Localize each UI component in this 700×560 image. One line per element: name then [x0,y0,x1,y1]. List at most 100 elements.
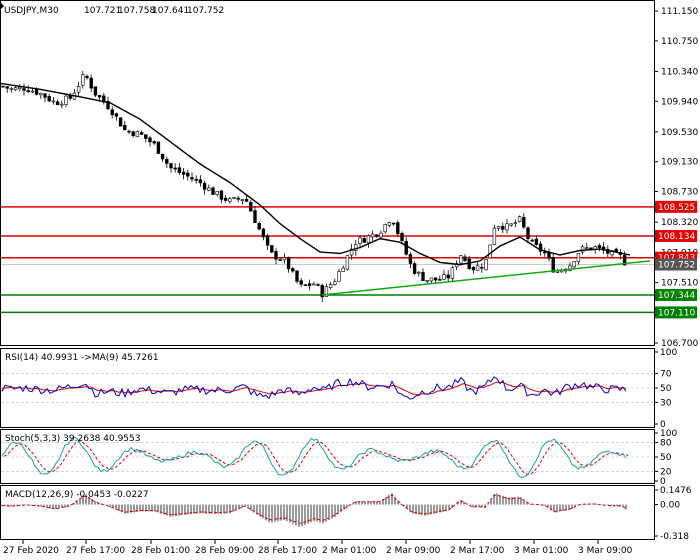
candle [173,167,177,170]
header-arrow-icon [0,2,4,10]
candle [379,232,383,238]
candle [51,100,56,103]
header-close: 107.752 [187,6,224,16]
candle [144,134,148,139]
candle [278,259,282,261]
candle [190,177,194,180]
candle [572,261,576,268]
candle [1,85,5,88]
time-axis: 27 Feb 2020 27 Feb 17:00 28 Feb 01:00 28 Fe… [3,540,633,556]
candle [505,223,509,231]
level-tag [655,230,697,243]
price-tick-label: 110.340 [661,67,698,77]
candle [471,266,476,271]
macd-frame [0,485,655,540]
indicator-tick-label: 80 [660,439,672,449]
candle [47,95,51,102]
candle [396,222,400,235]
header-low: 107.641 [152,6,189,16]
rsi-line [1,376,627,400]
candle [202,182,207,190]
stoch-label: Stoch(5,3,3) 39.2638 40.9553 [5,434,140,444]
candle [496,226,501,229]
candle [186,172,190,177]
candle [261,228,266,238]
candle [383,224,387,233]
indicator-tick-label: 50 [660,453,672,463]
candle [215,191,219,195]
candle [446,274,450,279]
candle [43,93,47,98]
candle [375,234,379,237]
candle [85,75,89,79]
level-tag [655,288,697,301]
stoch-main-line [1,436,627,479]
price-tick-label: 109.130 [661,158,698,168]
candle [156,141,161,154]
candle [114,113,119,117]
candle [5,86,9,89]
candle [55,101,60,106]
candle [286,256,291,270]
candle [169,163,173,169]
candle [337,271,341,282]
candle [39,92,43,96]
time-tick-label: 27 Feb 17:00 [66,546,125,556]
candle [160,153,165,160]
candle [517,216,522,222]
candle [345,255,350,270]
moving-average-line [0,82,631,266]
stoch-signal-line [3,440,629,476]
price-tick-label: 106.700 [661,339,698,349]
candles [1,70,627,302]
header-high: 107.758 [118,6,155,16]
level-value: 107.344 [658,291,695,301]
candle [236,197,240,200]
level-value: 108.525 [658,203,695,213]
candle [64,95,68,105]
candle [412,263,417,274]
price-tick-label: 109.530 [661,128,698,138]
candle [211,187,215,195]
candle [307,283,312,286]
candle [106,100,110,110]
level-value: 108.134 [658,232,695,242]
level-tag [655,306,697,319]
candle [429,277,434,282]
candle [421,271,425,282]
candle [597,245,602,248]
macd-signal-line [1,494,627,524]
candle [404,241,408,255]
time-tick-label: 2 Mar 01:00 [322,546,377,556]
candle [433,277,438,281]
time-tick-label: 3 Mar 09:00 [578,546,633,556]
candle [400,232,404,241]
candle [110,109,114,116]
candle [333,281,337,285]
time-tick-label: 27 Feb 2020 [3,546,59,556]
rsi-axis: 100 70 50 30 0 [1,348,677,430]
candle [484,259,488,271]
candle [488,244,492,259]
candle [181,171,186,175]
candle [249,201,253,212]
candle [282,257,287,261]
candle [299,280,303,285]
candle [387,222,392,226]
candle [450,267,455,279]
candle [475,265,480,271]
candle [198,179,203,184]
candle [467,258,471,269]
price-tick-label: 108.730 [661,188,698,198]
candle [442,274,446,280]
candle [328,284,333,288]
candle [349,248,354,256]
candle [408,254,413,264]
candle [501,226,505,230]
candle [509,223,513,226]
candle [131,131,135,136]
candle [253,210,257,223]
candle [118,117,123,127]
candle [177,167,182,173]
